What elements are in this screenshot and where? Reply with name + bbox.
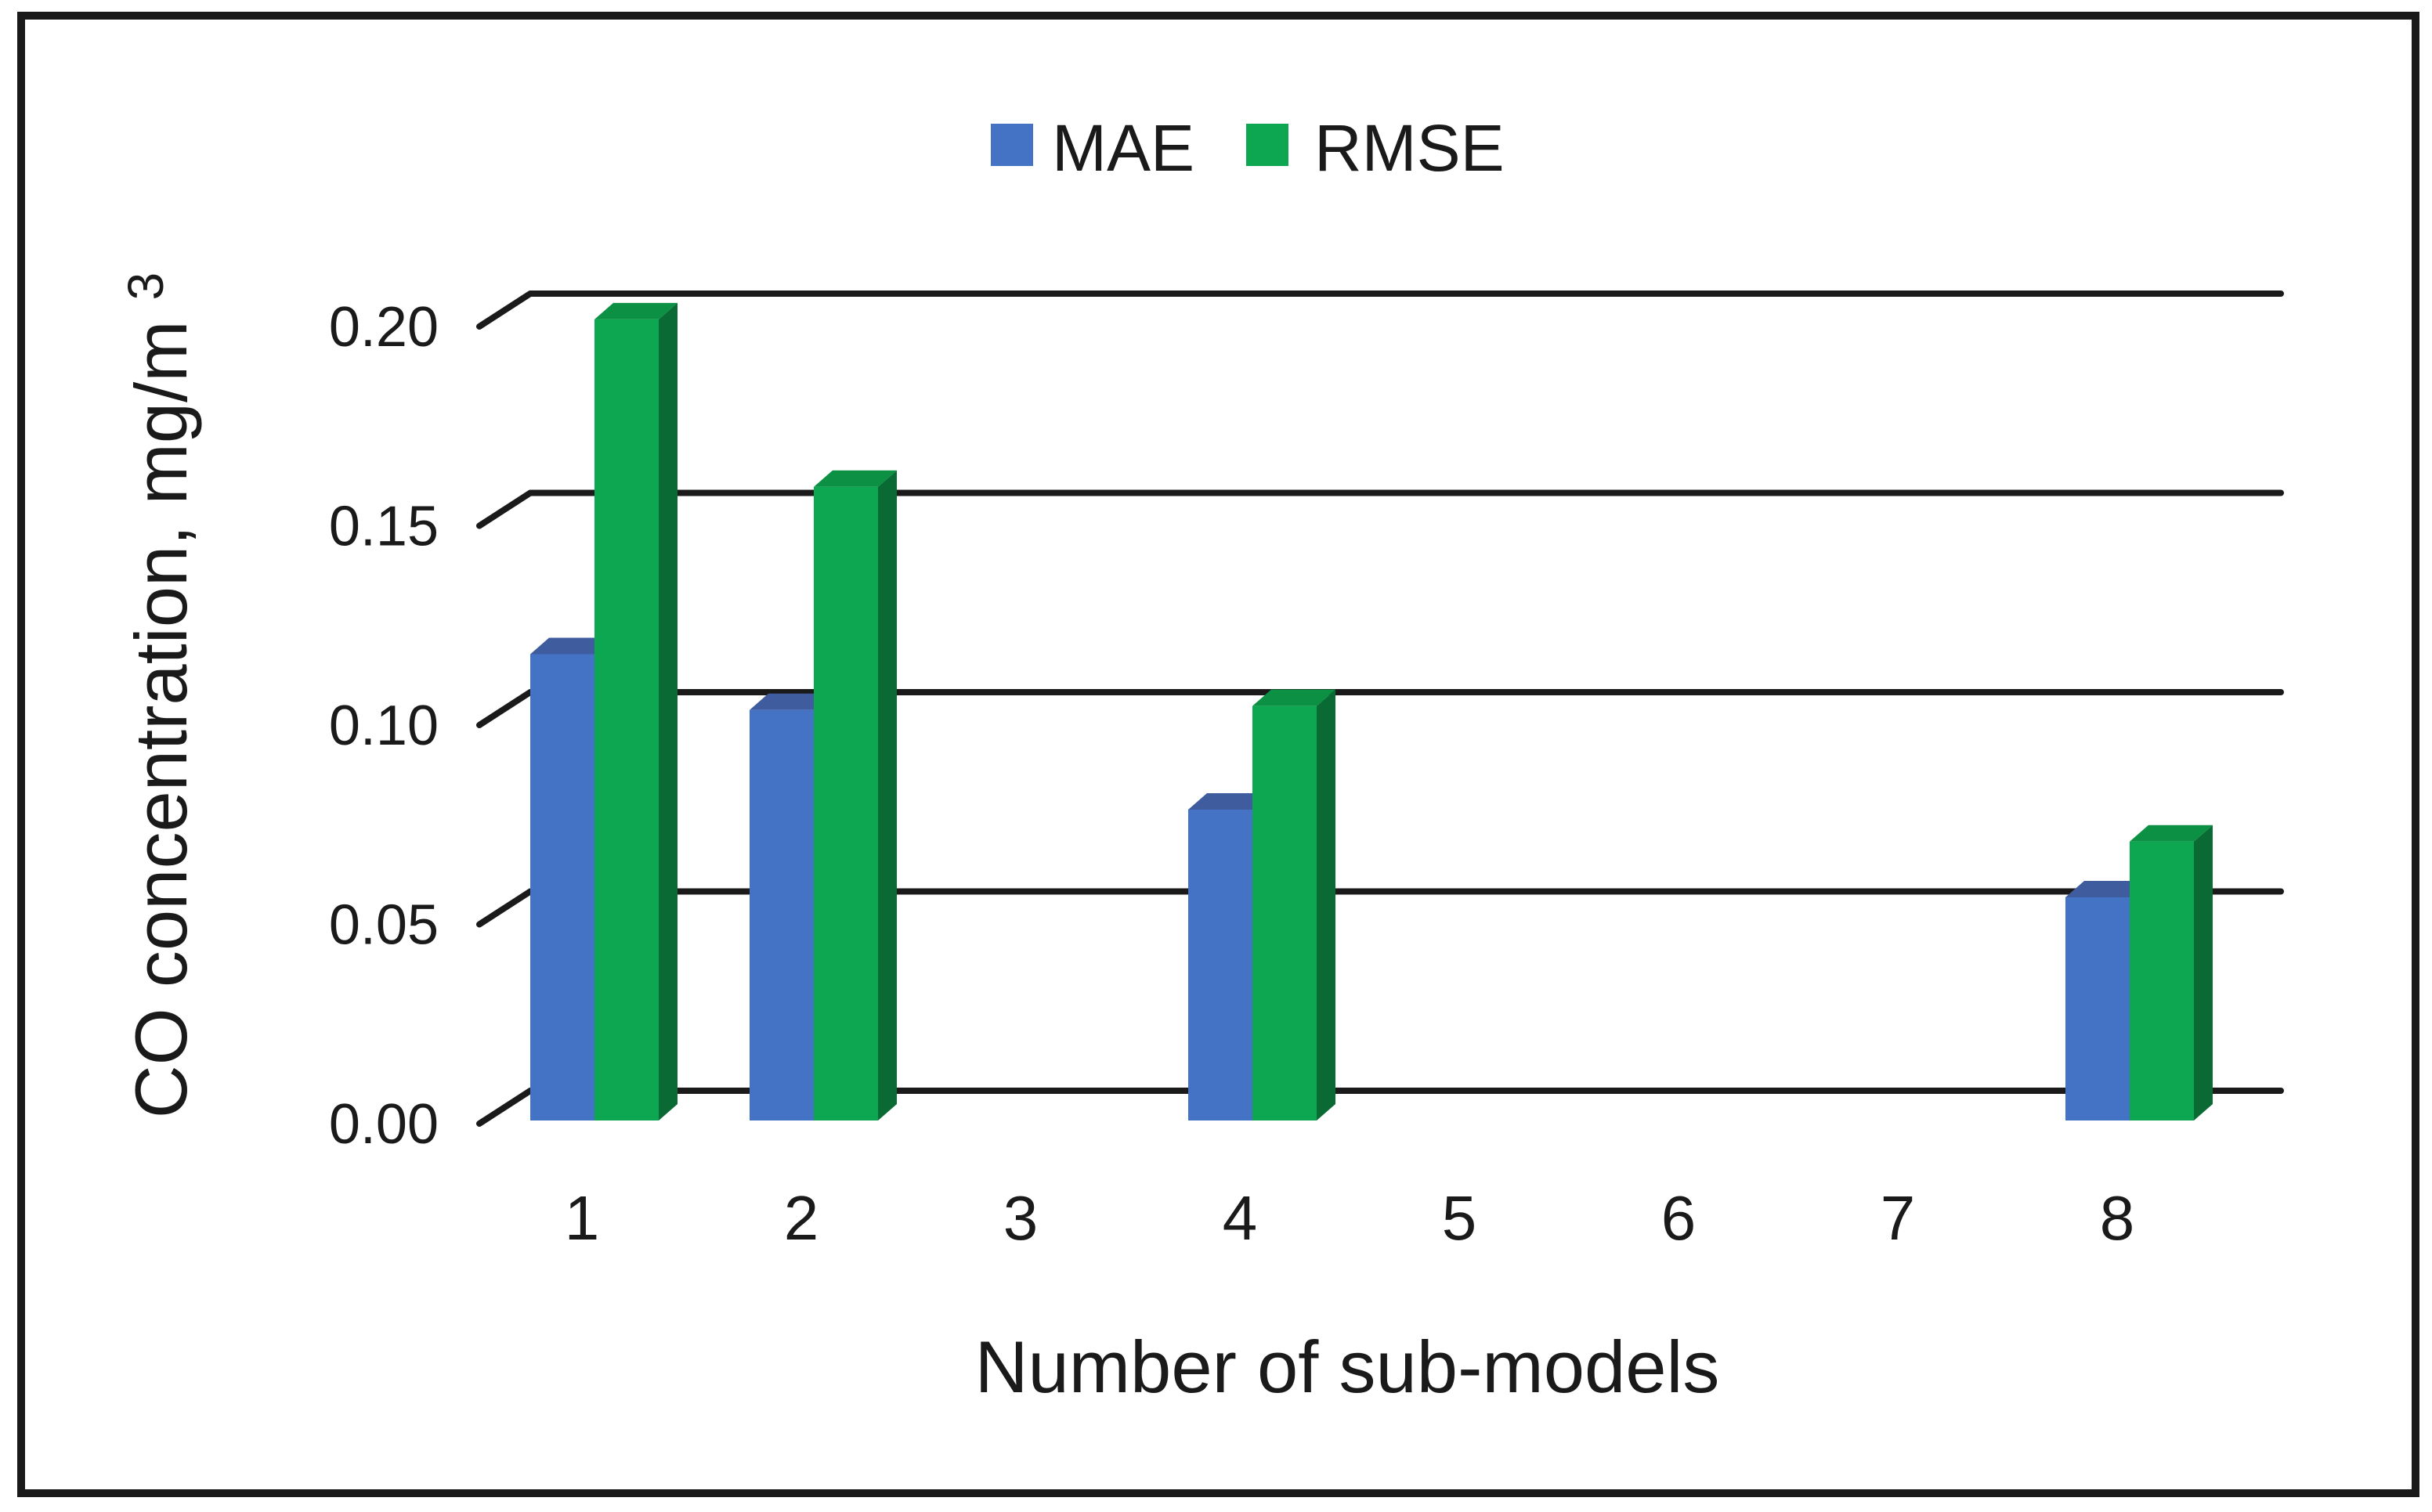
y-axis-tick-labels: 0.00 0.05 0.10 0.15 0.20 xyxy=(329,296,439,1156)
bar-side-face xyxy=(2194,825,2213,1120)
xtick-label-4: 4 xyxy=(1223,1183,1258,1253)
y-axis-title-superscript: 3 xyxy=(117,272,174,301)
bar-front-face xyxy=(2130,841,2194,1120)
bar-side-face xyxy=(659,302,678,1120)
bar-top-face xyxy=(1252,689,1335,706)
bar-top-face xyxy=(594,302,678,319)
xtick-label-6: 6 xyxy=(1661,1183,1697,1253)
ytick-label-0.20: 0.20 xyxy=(329,296,439,359)
xtick-label-7: 7 xyxy=(1881,1183,1916,1253)
bars xyxy=(530,302,2213,1120)
legend-item-mae: MAE xyxy=(991,111,1194,185)
bar-top-face xyxy=(530,637,613,655)
ytick-label-0.10: 0.10 xyxy=(329,695,439,757)
bar-front-face xyxy=(594,319,659,1120)
legend-swatch-mae xyxy=(991,124,1033,166)
bar-top-face xyxy=(750,693,833,710)
xtick-label-5: 5 xyxy=(1442,1183,1477,1253)
xtick-label-3: 3 xyxy=(1003,1183,1039,1253)
bar-top-face xyxy=(814,470,897,487)
bar-front-face xyxy=(1188,809,1252,1120)
bar-rmse-1 xyxy=(594,302,678,1120)
bar-rmse-2 xyxy=(814,470,897,1120)
legend-item-rmse: RMSE xyxy=(1246,111,1505,185)
legend-label-mae: MAE xyxy=(1052,111,1194,185)
bar-rmse-4 xyxy=(1252,689,1335,1120)
gridline-0.15 xyxy=(476,489,2284,529)
bar-top-face xyxy=(1188,792,1271,810)
bar-side-face xyxy=(1317,689,1335,1120)
x-axis-title: Number of sub-models xyxy=(975,1326,1720,1408)
bar-front-face xyxy=(1252,705,1317,1120)
bar-front-face xyxy=(2065,897,2130,1120)
ytick-label-0.15: 0.15 xyxy=(329,496,439,558)
xtick-label-1: 1 xyxy=(565,1183,600,1253)
bar-rmse-8 xyxy=(2130,825,2213,1120)
bar-side-face xyxy=(878,470,897,1120)
xtick-label-2: 2 xyxy=(784,1183,819,1253)
figure-border xyxy=(17,12,2419,1497)
legend-label-rmse: RMSE xyxy=(1314,111,1505,185)
bar-front-face xyxy=(530,654,594,1120)
legend-swatch-rmse xyxy=(1246,124,1288,166)
gridline-0.20 xyxy=(476,290,2284,330)
y-axis-title: CO concentration, mg/m 3 xyxy=(117,272,202,1118)
legend: MAE RMSE xyxy=(991,111,1505,185)
bar-front-face xyxy=(814,486,878,1120)
xtick-label-8: 8 xyxy=(2100,1183,2135,1253)
ytick-label-0.05: 0.05 xyxy=(329,894,439,957)
bar-front-face xyxy=(750,709,814,1120)
ytick-label-0.00: 0.00 xyxy=(329,1093,439,1156)
bar-top-face xyxy=(2130,825,2213,842)
y-axis-title-main: CO concentration, mg/m xyxy=(120,321,202,1119)
bar-top-face xyxy=(2065,880,2148,897)
x-axis-category-labels: 1 2 3 4 5 6 7 8 xyxy=(565,1183,2135,1253)
